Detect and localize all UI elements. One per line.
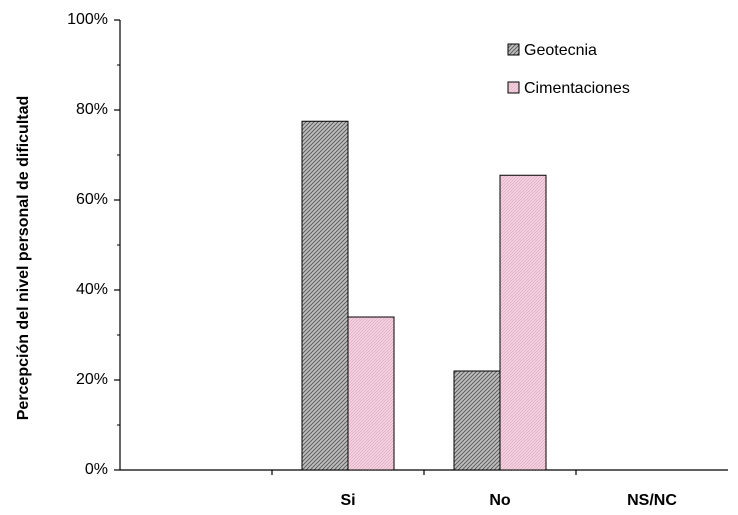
- bar-geotecnia-si: [301, 120, 349, 471]
- category-label: Si: [340, 492, 355, 509]
- bar-cimentaciones-no: [499, 174, 547, 471]
- y-tick-label: 40%: [76, 281, 108, 298]
- y-axis-title: Percepción del nivel personal de dificul…: [15, 96, 32, 421]
- y-tick-label: 60%: [76, 191, 108, 208]
- y-ticks: 0% 20% 40% 60% 80% 100%: [67, 11, 120, 478]
- y-tick-label: 100%: [67, 11, 108, 28]
- y-tick-label: 80%: [76, 101, 108, 118]
- x-ticks: [271, 470, 577, 475]
- legend-label-geotecnia: Geotecnia: [524, 42, 597, 59]
- category-label: No: [489, 492, 511, 509]
- y-tick-label: 0%: [85, 461, 108, 478]
- category-labels: Si No NS/NC: [340, 492, 677, 509]
- bars: [301, 120, 547, 471]
- category-label: NS/NC: [627, 492, 677, 509]
- bar-cimentaciones-si: [347, 316, 395, 471]
- legend-swatch-cimentaciones: [507, 81, 520, 94]
- legend: Geotecnia Cimentaciones: [507, 42, 630, 97]
- legend-swatch-geotecnia: [507, 43, 520, 56]
- y-tick-label: 20%: [76, 371, 108, 388]
- bar-geotecnia-no: [453, 370, 501, 471]
- legend-label-cimentaciones: Cimentaciones: [524, 80, 630, 97]
